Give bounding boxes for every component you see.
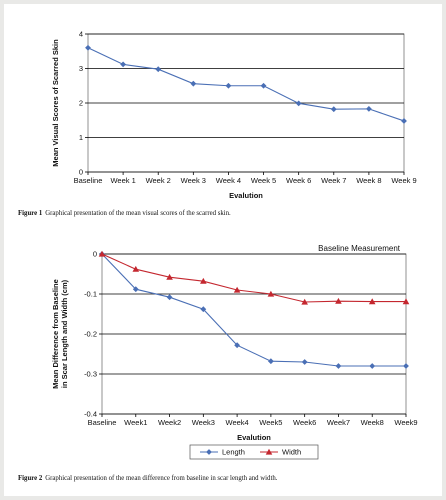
x-tick-label: Week7	[327, 418, 350, 427]
figure-1-caption-label: Figure 1	[18, 210, 43, 217]
figure-2-caption: Figure 2 Graphical presentation of the me…	[18, 475, 277, 482]
data-point	[190, 80, 197, 87]
x-tick-label: Week 3	[181, 176, 206, 185]
x-tick-label: Week 7	[321, 176, 346, 185]
x-tick-label: Week4	[226, 418, 249, 427]
legend: Length Width	[189, 444, 319, 460]
data-point	[369, 363, 376, 369]
y-axis-title: Mean Visual Scores of Scarred Skin	[51, 39, 60, 167]
y-axis-title-line: in Scar Length and Width (cm)	[60, 279, 69, 388]
data-point	[234, 342, 241, 349]
x-tick-label: Week 9	[391, 176, 416, 185]
data-point	[132, 265, 140, 272]
figure-2-caption-label: Figure 2	[18, 475, 43, 482]
y-tick-label: -0.4	[84, 410, 97, 419]
data-point	[85, 44, 91, 51]
data-point	[120, 61, 127, 68]
data-point	[225, 82, 232, 89]
data-point	[330, 106, 337, 113]
y-axis-title-line: Mean Difference from Baseline	[51, 279, 60, 389]
legend-label: Length	[222, 448, 245, 457]
series-line	[85, 44, 407, 124]
data-point	[335, 363, 342, 369]
y-tick-label: -0.3	[84, 370, 97, 379]
data-point	[267, 358, 274, 365]
x-tick-label: Week2	[158, 418, 181, 427]
series-length	[99, 251, 409, 369]
x-tick-label: Week 5	[251, 176, 276, 185]
data-point	[233, 286, 241, 293]
data-point	[200, 277, 207, 284]
x-tick-label: Week 6	[286, 176, 311, 185]
data-point	[166, 273, 173, 280]
series-line	[87, 47, 405, 122]
data-point	[402, 298, 410, 305]
figure-2-caption-text: Graphical presentation of the mean diffe…	[45, 475, 278, 482]
x-tick-label: Week5	[259, 418, 282, 427]
y-tick-label: -0.1	[84, 290, 97, 299]
x-tick-label: Week 4	[216, 176, 241, 185]
data-point	[368, 298, 376, 305]
series-width	[98, 250, 410, 305]
data-point	[200, 306, 207, 313]
x-tick-label: Week8	[361, 418, 384, 427]
legend-marker	[265, 448, 273, 455]
figure-1-caption: Figure 1 Graphical presentation of the me…	[18, 210, 231, 217]
x-tick-label: Week 8	[356, 176, 381, 185]
y-tick-label: 2	[79, 99, 83, 108]
x-tick-label: Baseline	[74, 176, 103, 185]
data-point	[403, 363, 409, 369]
data-point	[260, 82, 267, 89]
y-tick-label: -0.2	[84, 330, 97, 339]
x-tick-label: Week1	[124, 418, 147, 427]
x-tick-label: Week 2	[146, 176, 171, 185]
data-point	[132, 286, 139, 293]
y-tick-label: 4	[79, 30, 83, 39]
data-point	[401, 118, 407, 124]
x-axis-title: Evalution	[229, 191, 263, 200]
x-tick-label: Week9	[394, 418, 417, 427]
y-tick-label: 0	[79, 168, 83, 177]
series-line	[101, 253, 406, 303]
y-tick-label: 1	[79, 133, 83, 142]
y-tick-label: 0	[93, 250, 97, 259]
data-point	[301, 359, 308, 365]
x-tick-label: Week3	[192, 418, 215, 427]
data-point	[335, 297, 342, 304]
x-tick-label: Week 1	[110, 176, 135, 185]
legend-box	[189, 444, 319, 460]
figure-1-caption-text: Graphical presentation of the mean visua…	[45, 210, 231, 217]
annotation-baseline-measurement: Baseline Measurement	[318, 244, 401, 253]
data-point	[295, 100, 302, 107]
data-point	[166, 294, 173, 301]
chart-mean-visual-scores: 0 1 2 3 4 Baseline Week 1 Week 2 Week 3 Week 4 Wee…	[51, 30, 417, 200]
series-line	[101, 253, 406, 367]
legend-label: Width	[282, 448, 301, 457]
figure-page: 0 1 2 3 4 Baseline Week 1 Week 2 Week 3 Week 4 Wee…	[4, 4, 442, 496]
y-axis-title: Mean Difference from Baselinein Scar Len…	[51, 279, 69, 389]
x-tick-label: Baseline	[88, 418, 117, 427]
x-axis-title: Evalution	[237, 433, 271, 442]
data-point	[98, 250, 106, 257]
x-tick-label: Week6	[293, 418, 316, 427]
data-point	[301, 298, 308, 305]
data-point	[365, 105, 372, 112]
data-point	[155, 66, 162, 73]
y-tick-label: 3	[79, 64, 83, 73]
data-point	[267, 290, 275, 297]
